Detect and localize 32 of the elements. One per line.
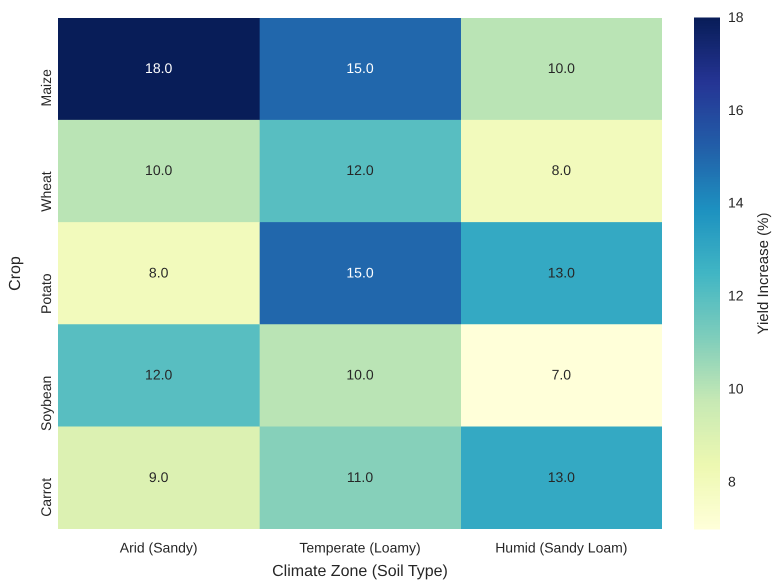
data-label: 8.0 [552, 162, 572, 178]
data-label: 12.0 [145, 366, 173, 383]
color-bar-label: 10 [728, 380, 744, 396]
data-label: 18.0 [145, 60, 173, 76]
color-bar-label: 8 [728, 473, 736, 490]
data-label: 10.0 [548, 60, 576, 76]
data-label: 9.0 [148, 468, 169, 485]
data-label: 15.0 [346, 60, 374, 76]
data-label: 7.0 [552, 366, 572, 383]
color-bar-label: 16 [728, 102, 744, 118]
data-label: 15.0 [346, 264, 374, 280]
data-label: 13.0 [548, 264, 576, 280]
y-tick-label: Wheat [38, 171, 54, 212]
data-label: 13.0 [548, 468, 576, 485]
color-bar-label: 12 [728, 288, 744, 304]
data-label: 12.0 [346, 162, 374, 178]
x-tick-label: Temperate (Loamy) [299, 539, 421, 556]
y-tick-label: Carrot [38, 478, 54, 517]
color-bar-label: 14 [728, 194, 744, 211]
color-bar-title: Yield Increase (%) [755, 212, 772, 334]
y-tick-label: Maize [38, 68, 54, 106]
y-tick-label: Soybean [38, 376, 54, 431]
data-label: 10.0 [346, 366, 374, 383]
x-axis-title: Climate Zone (Soil Type) [272, 562, 448, 580]
x-tick-label: Arid (Sandy) [120, 539, 198, 556]
data-label: 11.0 [346, 468, 374, 485]
x-tick-label: Humid (Sandy Loam) [495, 539, 628, 556]
y-axis-title: Crop [7, 256, 24, 291]
y-tick-label: Potato [38, 273, 54, 314]
data-label: 8.0 [148, 264, 169, 280]
data-label: 10.0 [145, 162, 173, 178]
color-bar-label: 18 [728, 8, 744, 25]
